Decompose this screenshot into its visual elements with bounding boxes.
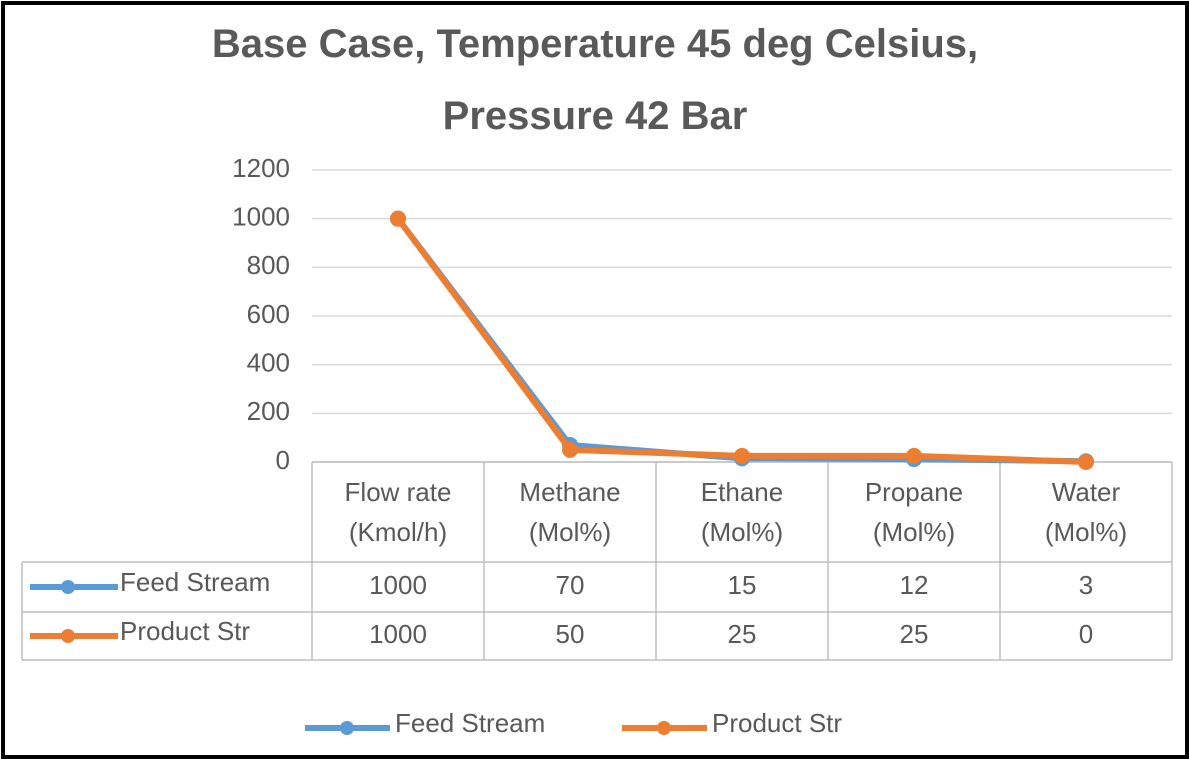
legend-key-marker — [61, 580, 75, 594]
table-cell: 1000 — [369, 619, 427, 649]
table-cell: 15 — [728, 570, 757, 600]
legend-label: Feed Stream — [395, 708, 545, 738]
x-tick-label: Water (Mol%) — [1044, 477, 1128, 547]
x-tick-label: Propane (Mol%) — [864, 477, 964, 547]
table-cell: 1000 — [369, 570, 427, 600]
x-tick-label: Flow rate (Kmol/h) — [344, 477, 452, 547]
point — [390, 210, 406, 227]
table-cell: 70 — [556, 570, 585, 600]
table-cell: 50 — [556, 619, 585, 649]
point — [906, 447, 922, 464]
table-cell: 0 — [1079, 619, 1093, 649]
point — [734, 447, 750, 464]
y-tick-label: 600 — [247, 299, 290, 329]
y-tick-label: 1000 — [232, 202, 290, 232]
series-line — [395, 216, 1087, 465]
y-tick-label: 800 — [247, 250, 290, 280]
point — [1078, 454, 1094, 470]
legend-key-marker — [61, 629, 75, 643]
table-row-label: Feed Stream — [120, 567, 270, 597]
table-row-label: Product Str — [120, 616, 250, 646]
series-line — [395, 216, 1087, 465]
table-cell: 3 — [1079, 570, 1093, 600]
table-cell: 25 — [900, 619, 929, 649]
legend-key-marker — [340, 721, 354, 735]
y-tick-label: 400 — [247, 348, 290, 378]
y-tick-label: 0 — [276, 445, 290, 475]
table-cell: 25 — [728, 619, 757, 649]
chart-title: Base Case, Temperature 45 deg Celsius, P… — [211, 22, 979, 138]
x-tick-label: Methane (Mol%) — [519, 477, 621, 547]
y-tick-label: 200 — [247, 396, 290, 426]
table-cell: 12 — [900, 570, 929, 600]
y-tick-label: 1200 — [232, 153, 290, 183]
legend-key-marker — [657, 721, 671, 735]
x-tick-label: Ethane (Mol%) — [700, 477, 784, 547]
legend-label: Product Str — [712, 708, 842, 738]
point — [562, 441, 578, 458]
